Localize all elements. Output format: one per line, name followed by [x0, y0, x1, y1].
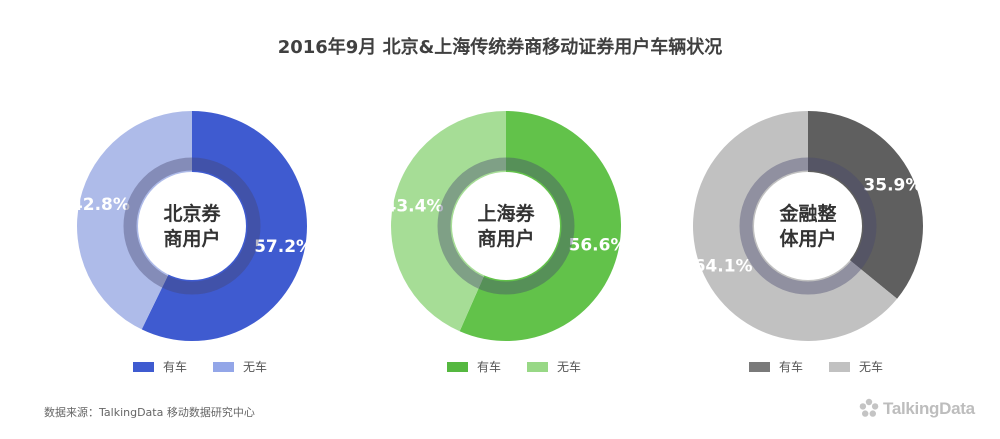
legend-label: 有车: [779, 359, 803, 374]
center-label: 金融整: [778, 202, 836, 225]
donut-hole: [138, 172, 246, 280]
chart-legend: 有车 无车: [133, 359, 267, 374]
legend-swatch: [829, 362, 850, 372]
center-label: 上海券: [477, 202, 535, 225]
slice-value-label: 64.1%: [694, 256, 753, 276]
legend-swatch: [527, 362, 548, 372]
slice-value-label: 35.9%: [863, 176, 922, 196]
talkingdata-logo: TalkingData: [858, 398, 975, 420]
talkingdata-logo-icon: [859, 398, 879, 417]
legend-label: 无车: [243, 359, 267, 374]
donut-hole: [754, 172, 862, 280]
legend-label: 无车: [859, 359, 883, 374]
legend-swatch: [447, 362, 468, 372]
slice-value-label: 43.4%: [385, 197, 444, 217]
legend-swatch: [749, 362, 770, 372]
center-label: 体用户: [779, 227, 836, 250]
legend-label: 有车: [163, 359, 187, 374]
talkingdata-logo-text: TalkingData: [883, 399, 975, 418]
donut-hole: [452, 172, 560, 280]
donut-inner-ring: [739, 157, 877, 295]
legend-swatch: [133, 362, 154, 372]
slice-value-label: 57.2%: [254, 237, 313, 257]
pie-slice: [391, 111, 506, 332]
pie-slice: [77, 111, 192, 330]
slice-value-label: 56.6%: [569, 235, 628, 255]
legend-label: 无车: [557, 359, 581, 374]
center-label: 商用户: [163, 227, 220, 250]
chart-title: 2016年9月 北京&上海传统券商移动证券用户车辆状况: [277, 37, 723, 58]
legend-label: 有车: [477, 359, 501, 374]
legend-swatch: [213, 362, 234, 372]
slice-value-label: 42.8%: [71, 195, 130, 215]
pie-slice: [808, 111, 924, 299]
chart-legend: 有车 无车: [749, 359, 883, 374]
center-label: 北京券: [163, 202, 221, 225]
chart-legend: 有车 无车: [447, 359, 581, 374]
center-label: 商用户: [477, 227, 534, 250]
data-source-note: 数据来源：TalkingData 移动数据研究中心: [44, 406, 255, 419]
donut-inner-ring: [123, 157, 261, 295]
donut-inner-ring: [437, 157, 575, 295]
